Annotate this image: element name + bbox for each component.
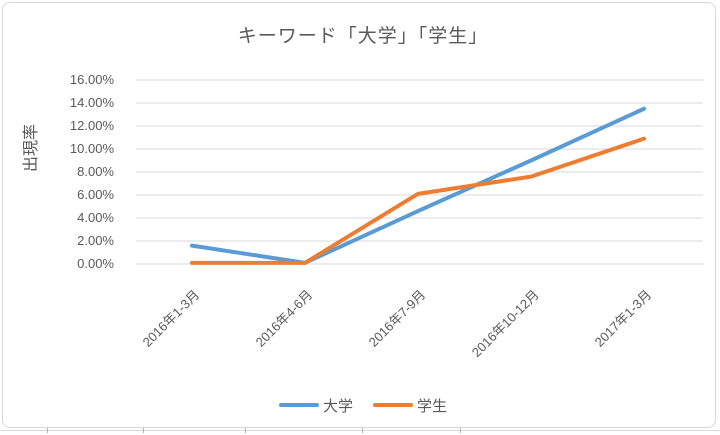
y-tick-label: 16.00% [69, 72, 114, 87]
spreadsheet-column-tick [143, 428, 144, 433]
y-tick-label: 6.00% [77, 187, 114, 202]
series-line-大学[interactable] [190, 106, 646, 265]
legend-label: 学生 [417, 397, 448, 415]
spreadsheet-column-tick [460, 428, 461, 433]
y-tick-label: 10.00% [69, 141, 114, 156]
series-line-学生[interactable] [190, 136, 646, 265]
legend-item-大学[interactable]: 大学 [278, 395, 353, 416]
spreadsheet-row-edge [0, 430, 720, 431]
y-tick-label: 12.00% [69, 118, 114, 133]
legend-label: 大学 [322, 397, 353, 415]
y-tick-label: 14.00% [69, 95, 114, 110]
chart-title: キーワード「大学」「学生」 [237, 26, 489, 47]
spreadsheet-column-tick [47, 428, 48, 433]
legend-line-swatch [278, 403, 319, 407]
legend: 大学 学生 [3, 394, 720, 416]
chart-area[interactable]: キーワード「大学」「学生」 16.00% 14.00% 12.00% 10.00% 8.… [2, 2, 716, 428]
y-tick-label: 8.00% [77, 164, 114, 179]
spreadsheet-column-tick [245, 428, 246, 433]
y-tick-label: 0.00% [77, 256, 114, 271]
legend-line-swatch [373, 403, 413, 407]
y-tick-label: 2.00% [77, 233, 114, 248]
plot-area[interactable] [3, 3, 720, 435]
y-tick-label: 4.00% [77, 210, 114, 225]
legend-item-学生[interactable]: 学生 [373, 395, 447, 416]
spreadsheet-column-tick [362, 428, 363, 433]
